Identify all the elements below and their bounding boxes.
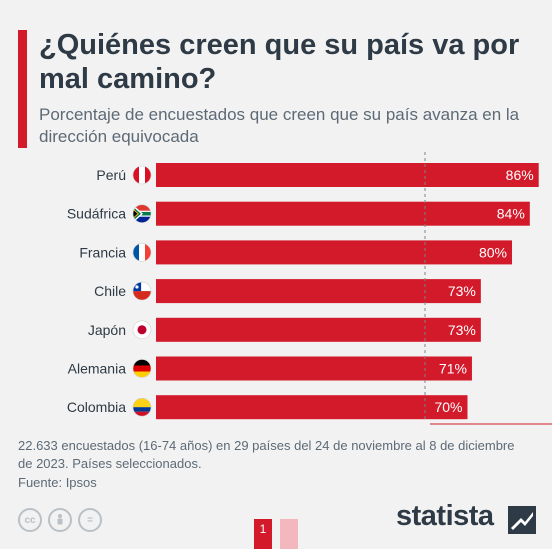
statista-logo-icon xyxy=(508,506,536,534)
france-flag-icon xyxy=(133,243,151,262)
flag-outline xyxy=(132,165,152,185)
germany-flag-icon xyxy=(133,359,151,378)
flag-outline xyxy=(132,281,152,301)
bar xyxy=(156,163,539,187)
category-label: Chile xyxy=(94,283,126,299)
bar-row: Alemania 71% xyxy=(68,356,472,381)
creative-commons-icon[interactable]: cc xyxy=(18,508,42,532)
category-label: Sudáfrica xyxy=(67,206,126,222)
south-africa-flag-icon xyxy=(133,204,151,223)
japan-flag-icon xyxy=(133,320,151,339)
survey-footnote: 22.633 encuestados (16-74 años) en 29 pa… xyxy=(18,438,515,471)
bar-row: Japón 73% xyxy=(88,317,481,342)
bar xyxy=(156,317,481,342)
bar-row: Perú 86% xyxy=(96,163,539,187)
no-derivatives-icon[interactable]: = xyxy=(78,508,102,532)
value-label: 80% xyxy=(479,244,507,260)
bar-row: Sudáfrica 84% xyxy=(67,201,530,226)
category-label: Perú xyxy=(96,167,126,183)
bar xyxy=(156,240,512,265)
flag-outline xyxy=(132,204,152,224)
bar xyxy=(156,395,468,420)
bar-chart: Perú 86%Sudáfrica 84%Francia 80%Chile 73%Jap… xyxy=(67,152,552,425)
category-label: Francia xyxy=(79,244,126,260)
bar-row: Francia 80% xyxy=(79,240,512,265)
value-label: 70% xyxy=(434,399,462,415)
value-label: 73% xyxy=(448,283,476,299)
title-accent-bar xyxy=(18,30,27,148)
flag-outline xyxy=(132,320,152,340)
colombia-flag-icon xyxy=(133,398,151,417)
source-note: Fuente: Ipsos xyxy=(18,475,97,490)
peru-flag-icon xyxy=(133,166,151,184)
license-icons: cc = xyxy=(18,508,102,532)
statista-logo: statista xyxy=(396,500,494,532)
category-label: Alemania xyxy=(68,361,127,377)
value-label: 84% xyxy=(497,206,525,222)
page-2-button[interactable] xyxy=(280,519,298,549)
chile-flag-icon xyxy=(133,282,151,301)
attribution-icon[interactable] xyxy=(48,508,72,532)
bar-row: Chile 73% xyxy=(94,279,481,304)
bar xyxy=(156,201,530,226)
flag-outline xyxy=(132,359,152,378)
bar-row: Colombia 70% xyxy=(67,395,468,420)
pagination: 1 xyxy=(254,519,298,549)
bar xyxy=(156,356,472,381)
chart-title: ¿Quiénes creen que su país va por mal ca… xyxy=(39,29,520,95)
flag-outline xyxy=(132,397,152,417)
value-label: 73% xyxy=(448,322,476,338)
value-label: 86% xyxy=(506,167,534,183)
value-label: 71% xyxy=(439,361,467,377)
page-1-button[interactable]: 1 xyxy=(254,519,272,549)
category-label: Japón xyxy=(88,322,126,338)
flag-outline xyxy=(132,243,152,262)
category-label: Colombia xyxy=(67,399,126,415)
bar xyxy=(156,279,481,304)
chart-subtitle: Porcentaje de encuestados que creen que … xyxy=(39,105,520,146)
